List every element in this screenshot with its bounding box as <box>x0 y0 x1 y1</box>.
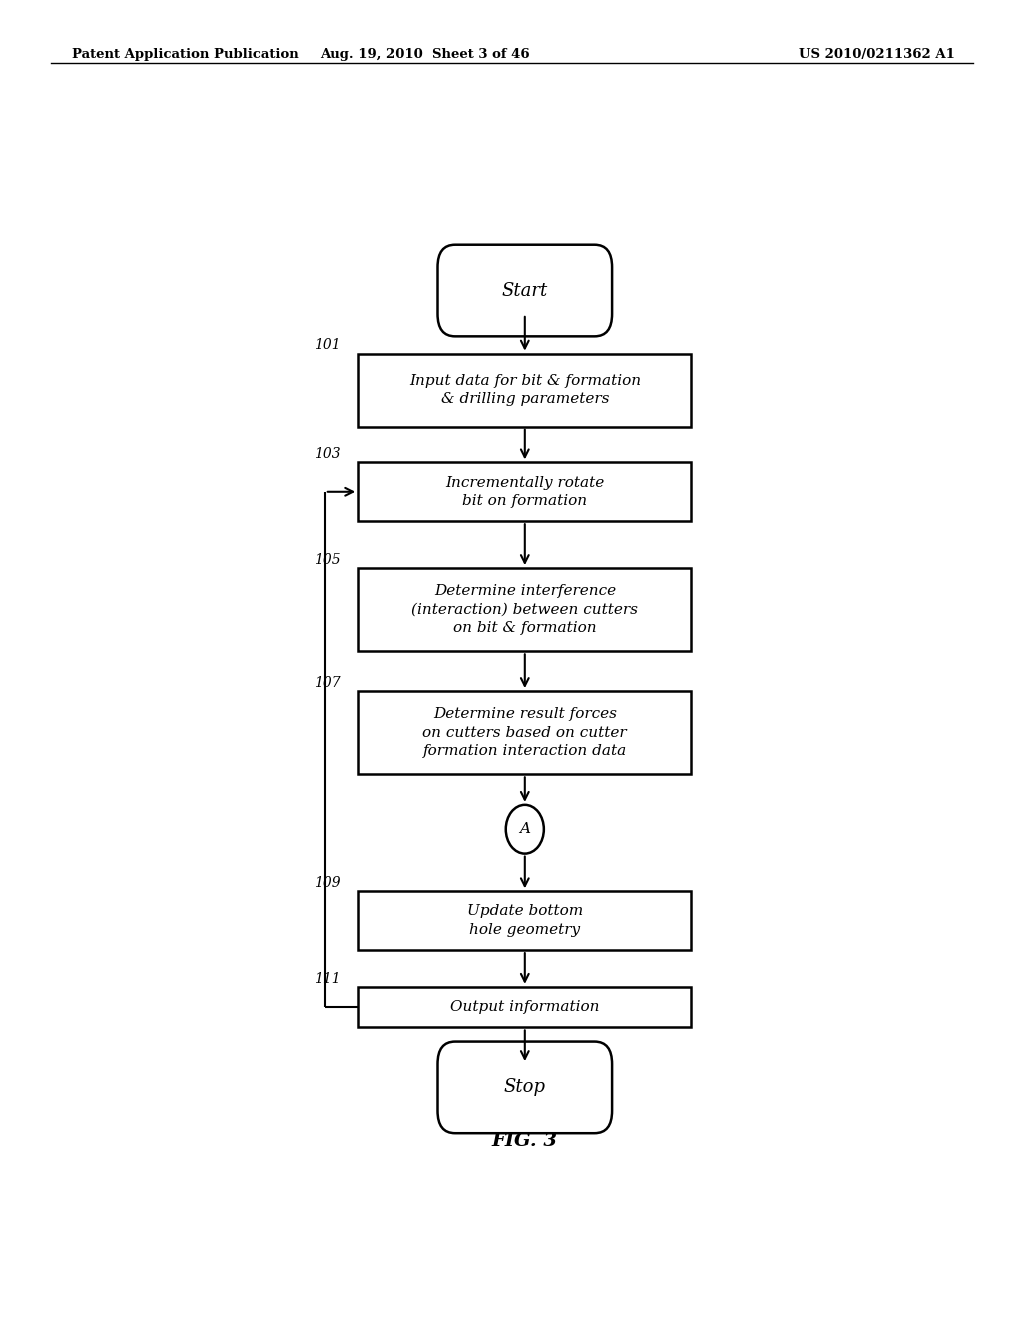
Bar <box>358 891 691 950</box>
Circle shape <box>506 805 544 854</box>
Text: Start: Start <box>502 281 548 300</box>
Text: 107: 107 <box>314 676 341 690</box>
Text: 105: 105 <box>314 553 341 566</box>
Text: Output information: Output information <box>451 1001 599 1014</box>
Bar <box>358 462 691 521</box>
Text: FIG. 3: FIG. 3 <box>492 1133 558 1150</box>
Text: Patent Application Publication: Patent Application Publication <box>72 48 298 61</box>
Text: Determine interference
(interaction) between cutters
on bit & formation: Determine interference (interaction) bet… <box>412 585 638 635</box>
Text: Aug. 19, 2010  Sheet 3 of 46: Aug. 19, 2010 Sheet 3 of 46 <box>321 48 529 61</box>
Text: Incrementally rotate
bit on formation: Incrementally rotate bit on formation <box>445 475 604 508</box>
Text: 111: 111 <box>314 972 341 986</box>
Bar <box>358 354 691 426</box>
FancyBboxPatch shape <box>437 1041 612 1133</box>
Text: 103: 103 <box>314 447 341 461</box>
Text: 109: 109 <box>314 876 341 890</box>
Text: Update bottom
hole geometry: Update bottom hole geometry <box>467 904 583 937</box>
Text: A: A <box>519 822 530 837</box>
Bar <box>358 987 691 1027</box>
Bar <box>358 690 691 775</box>
FancyBboxPatch shape <box>437 244 612 337</box>
Text: US 2010/0211362 A1: US 2010/0211362 A1 <box>799 48 954 61</box>
Text: Stop: Stop <box>504 1078 546 1097</box>
Text: Input data for bit & formation
& drilling parameters: Input data for bit & formation & drillin… <box>409 374 641 407</box>
Text: Determine result forces
on cutters based on cutter
formation interaction data: Determine result forces on cutters based… <box>423 708 627 758</box>
Text: 101: 101 <box>314 338 341 352</box>
Bar <box>358 568 691 651</box>
